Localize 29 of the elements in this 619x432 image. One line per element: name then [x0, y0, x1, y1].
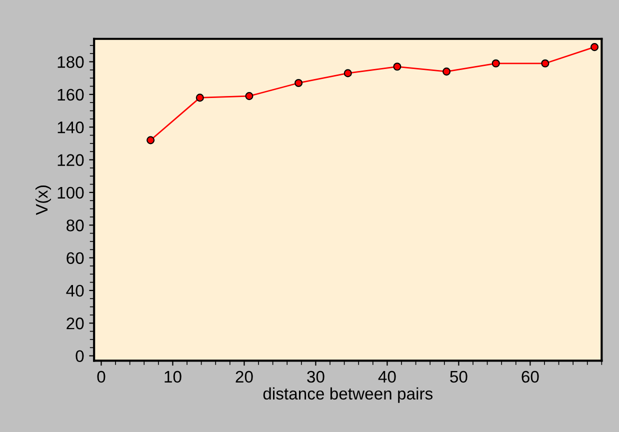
y-tick-label: 40 — [66, 284, 84, 297]
y-tick-label: 20 — [66, 318, 84, 330]
point — [442, 68, 451, 76]
point — [196, 94, 204, 102]
x-tick-label: 0 — [97, 370, 106, 383]
y-tick-label: 80 — [66, 220, 84, 232]
x-tick-label: 30 — [307, 370, 324, 383]
point — [541, 59, 550, 68]
point — [492, 59, 500, 68]
point — [294, 78, 303, 88]
x-tick-label: 10 — [164, 370, 182, 383]
point — [245, 92, 254, 100]
y-tick-label: 60 — [66, 252, 84, 264]
y-tick-label: 0 — [76, 350, 84, 362]
point — [590, 43, 599, 52]
x-tick-label: 20 — [236, 370, 253, 383]
y-tick-label: 160 — [58, 88, 84, 101]
y-tick-label: 140 — [58, 122, 84, 134]
x-tick-label: 50 — [450, 370, 468, 383]
y-tick-label: 180 — [58, 56, 84, 68]
x-axis-title: distance between pairs — [263, 387, 433, 403]
x-tick-label: 40 — [378, 370, 396, 383]
point — [344, 69, 352, 78]
point — [146, 136, 155, 144]
x-tick-label: 60 — [522, 370, 539, 383]
y-tick-label: 120 — [58, 154, 84, 166]
y-tick-label: 100 — [58, 186, 84, 199]
point — [393, 62, 402, 71]
y-axis-title: V(x) — [35, 186, 51, 215]
